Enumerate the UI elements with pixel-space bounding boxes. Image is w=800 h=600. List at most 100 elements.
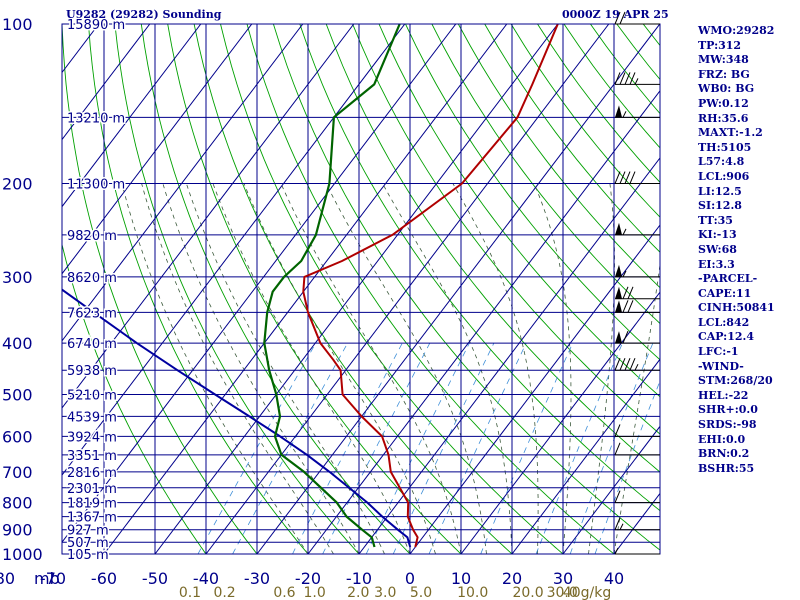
height-label: 7623 m <box>67 306 117 321</box>
index-row: BRN:0.2 <box>698 447 750 461</box>
index-row: PW:0.12 <box>698 96 749 110</box>
moist-adiabat-line <box>212 183 411 554</box>
mixing-ratio-label: 10.0 <box>457 585 488 600</box>
wind-barb-feather <box>624 171 631 184</box>
height-label: 1819 m <box>67 497 117 512</box>
temperature-tick-label: 30 <box>553 569 573 588</box>
pressure-label: 900 <box>2 521 33 540</box>
wind-barb-feather <box>624 358 631 371</box>
wind-barb-half-feather <box>622 111 627 118</box>
isotherm-line <box>460 291 660 554</box>
wind-barb <box>615 286 660 300</box>
pressure-label: 100 <box>2 15 33 34</box>
dry-adiabat-line <box>457 24 660 289</box>
pressure-unit-label: mb <box>34 569 60 588</box>
temperature-tick-label: 40 <box>604 569 624 588</box>
index-row: WB0: BG <box>698 82 755 96</box>
moist-adiabat-line <box>533 183 572 554</box>
mixing-ratio-label: 1.0 <box>304 585 326 600</box>
wind-barb-half-feather <box>619 523 624 530</box>
index-row: HEL:-22 <box>698 388 749 402</box>
dry-adiabat-line <box>220 24 564 554</box>
isotherm-line <box>62 24 151 141</box>
valid-time: 0000Z 19 APR 25 <box>562 8 669 21</box>
height-label: 3924 m <box>67 430 117 445</box>
index-row: EI:3.3 <box>698 257 735 271</box>
dry-adiabat-line <box>431 24 660 325</box>
index-row: -PARCEL- <box>698 272 758 286</box>
dewpoint-line <box>263 24 401 548</box>
mixing-ratio-label: 2.0 <box>347 585 369 600</box>
wind-barb-feather <box>619 358 626 371</box>
wind-barb <box>614 442 660 456</box>
temperature-tick-label: -40 <box>193 569 219 588</box>
mixing-ratio-label: 5.0 <box>410 585 432 600</box>
wind-barb-feather <box>622 330 629 344</box>
index-row: FRZ: BG <box>698 67 750 81</box>
dry-adiabat-line <box>114 24 360 554</box>
index-row: CAP:12.4 <box>698 330 755 344</box>
wind-barb-feather <box>614 517 621 530</box>
wind-barb-pennant <box>615 264 622 277</box>
temperature-tick-label: -30 <box>244 569 270 588</box>
index-row: EHI:0.0 <box>698 432 746 446</box>
isotherm-line <box>103 24 508 554</box>
temperature-tick-label: -70 <box>40 569 66 588</box>
moist-adiabat-line <box>280 183 462 554</box>
dry-adiabat-line <box>775 24 800 565</box>
height-label: 2301 m <box>67 482 117 497</box>
wind-barb-pennant <box>615 300 622 313</box>
station-title: U9282 (29282) Sounding <box>66 8 222 21</box>
index-row: SI:12.8 <box>698 199 742 213</box>
dry-adiabat-line <box>193 24 513 554</box>
height-label: 6740 m <box>67 337 117 352</box>
index-row: LCL:906 <box>698 169 750 183</box>
moist-adiabat-line <box>382 183 513 554</box>
indices-panel: WMO:29282 TP:312 MW:348 FRZ: BG WB0: BG PW:0.… <box>698 24 775 476</box>
mixing-ratio-label: 0.1 <box>179 585 201 600</box>
wind-barb-feather <box>614 442 621 456</box>
isotherm-line <box>358 157 660 554</box>
wind-barb-feather <box>614 72 621 85</box>
wind-barb-feather <box>619 11 626 25</box>
wind-barb-feather <box>614 424 621 437</box>
index-row: KI:-13 <box>698 228 737 242</box>
mixing-ratio-line <box>535 342 623 554</box>
wind-barb-feather <box>614 11 621 25</box>
index-row: BSHR:55 <box>698 461 755 475</box>
isotherm-line <box>62 24 253 275</box>
isotherm-line <box>62 24 355 409</box>
pressure-label: 700 <box>2 463 33 482</box>
index-row: LFC:-1 <box>698 345 739 359</box>
mixing-ratio-label: 20.0 <box>512 585 543 600</box>
index-row: TP:312 <box>698 38 742 52</box>
index-row: L57:4.8 <box>698 155 745 169</box>
wind-barb-feather <box>622 300 629 313</box>
mixing-ratio-label: 3.0 <box>374 585 396 600</box>
dry-adiabat-line <box>88 24 309 554</box>
temperature-tick-label: -10 <box>346 569 372 588</box>
wind-barb <box>614 171 660 185</box>
height-label: 15890 m <box>67 18 125 33</box>
moist-adiabat-line <box>121 183 309 554</box>
height-label: 5938 m <box>67 364 117 379</box>
index-row: -WIND- <box>698 359 744 373</box>
wind-barb-feather <box>619 171 626 184</box>
height-label: 8620 m <box>67 271 117 286</box>
wind-barb <box>615 264 660 278</box>
isotherm-line <box>62 24 457 543</box>
isotherm-line <box>409 224 660 554</box>
dry-adiabat-line <box>140 24 411 554</box>
temperature-tick-label: 20 <box>502 569 522 588</box>
index-row: SRDS:-98 <box>698 418 757 432</box>
mixing-ratio-label: 40g/kg <box>563 585 611 600</box>
moist-adiabat-line <box>613 261 660 554</box>
pressure-label: 600 <box>2 427 33 446</box>
index-row: STM:268/20 <box>698 374 773 388</box>
wind-barb <box>615 222 660 236</box>
wind-barb <box>614 358 660 371</box>
index-row: MW:348 <box>698 53 749 67</box>
temperature-tick-label: 0 <box>405 569 415 588</box>
temperature-line <box>302 24 559 548</box>
dry-adiabat-line <box>405 24 660 361</box>
